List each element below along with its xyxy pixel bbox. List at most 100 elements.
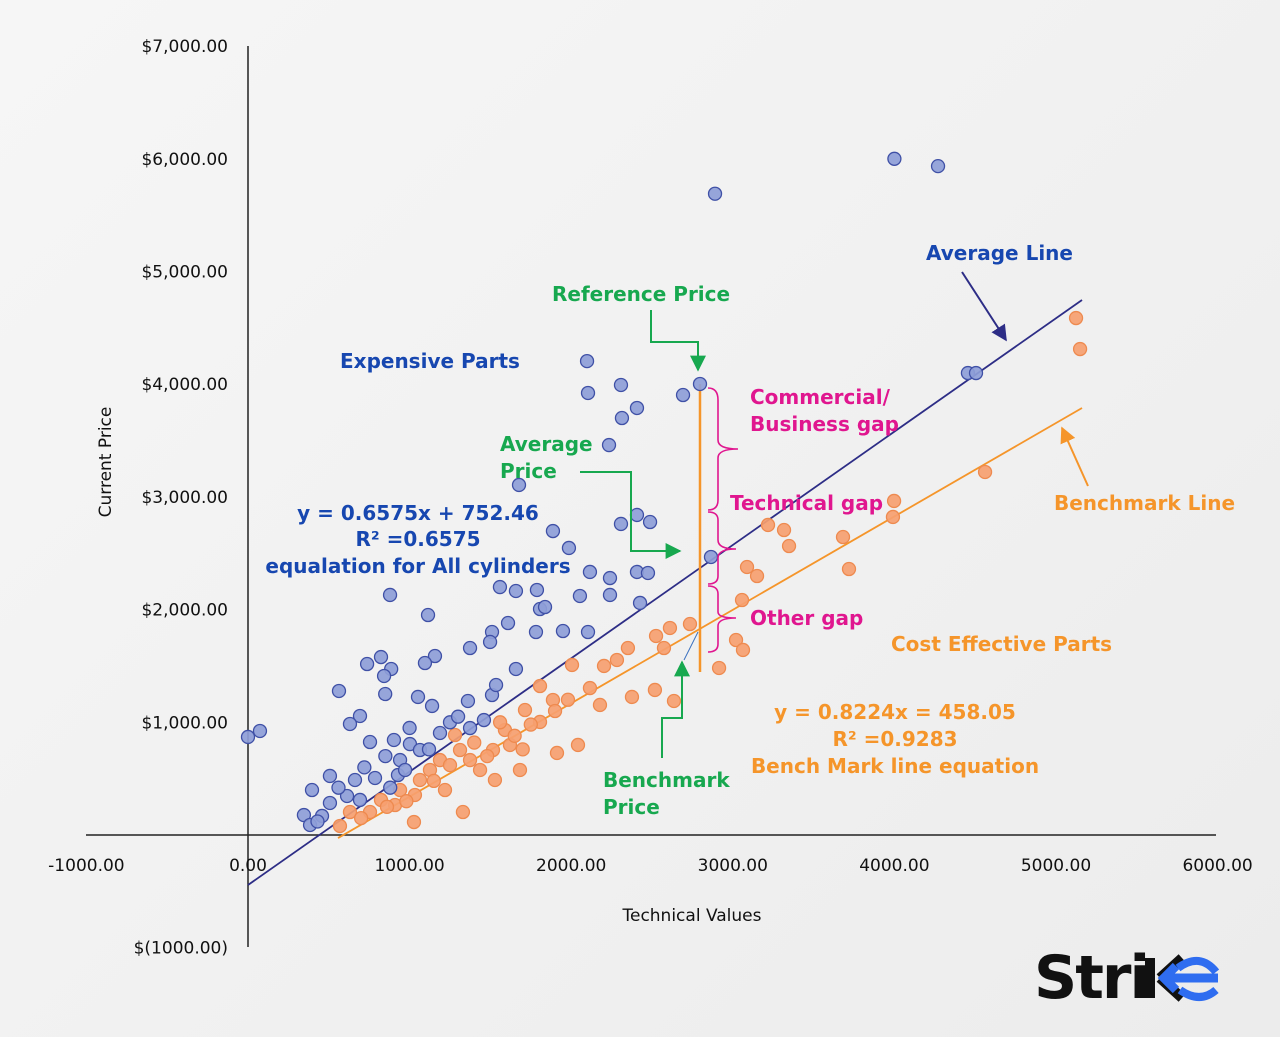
expensive-part-point (511, 477, 527, 493)
cost-effective-part-point (734, 592, 750, 608)
expensive-part-point (331, 780, 346, 795)
label-technical-gap: Technical gap (730, 491, 883, 515)
expensive-part-point (342, 716, 358, 732)
cost-effective-part-point (656, 640, 672, 656)
expensive-part-point (376, 668, 392, 684)
benchmark-line (337, 407, 1083, 839)
cost-effective-part-point (682, 616, 698, 632)
benchmark-price-pointer (683, 631, 699, 661)
cost-effective-part-point (517, 702, 533, 718)
y-tick-label: $1,000.00 (141, 713, 228, 733)
expensive-part-point (252, 723, 268, 739)
cost-effective-part-point (728, 632, 744, 648)
avg-equation-3: equalation for All cylinders (265, 554, 570, 578)
expensive-part-point (304, 782, 320, 798)
expensive-part-point (500, 615, 516, 631)
expensive-part-point (420, 607, 436, 623)
cost-effective-part-point (735, 642, 751, 658)
expensive-part-point (460, 693, 476, 709)
expensive-part-point (580, 624, 596, 640)
expensive-part-point (386, 732, 402, 748)
cost-effective-part-point (1068, 310, 1084, 326)
cost-effective-part-point (841, 561, 857, 577)
cost-effective-part-point (666, 693, 682, 709)
expensive-part-point (555, 623, 571, 639)
expensive-part-point (462, 640, 478, 656)
cost-effective-part-point (760, 517, 776, 533)
y-tick-label: $2,000.00 (141, 601, 228, 621)
expensive-part-point (930, 158, 946, 174)
label-benchmark-price-1: Benchmark (603, 768, 730, 792)
cost-effective-part-point (452, 742, 468, 758)
cost-effective-part-point (406, 814, 422, 830)
y-tick-label: $3,000.00 (141, 488, 228, 508)
expensive-part-point (579, 353, 595, 369)
average-price-arrow (580, 471, 682, 559)
expensive-part-point (476, 712, 492, 728)
cost-effective-part-point (609, 652, 625, 668)
bench-equation-2: R² =0.9283 (832, 727, 957, 751)
cost-effective-part-point (564, 657, 580, 673)
expensive-part-point (378, 686, 393, 702)
label-average-price-1: Average (500, 432, 593, 456)
benchmark-line-arrow (1060, 426, 1089, 487)
cost-effective-part-point (596, 658, 612, 674)
cost-effective-part-point (776, 522, 792, 538)
cost-effective-part-point (647, 682, 663, 698)
cost-effective-part-point (547, 703, 563, 719)
expensive-part-point (613, 516, 629, 532)
cost-effective-part-point (781, 538, 797, 554)
bench-equation-1: y = 0.8224x = 458.05 (774, 700, 1016, 724)
cost-effective-part-point (399, 794, 414, 809)
cost-effective-part-point (711, 660, 727, 676)
expensive-part-point (675, 387, 691, 403)
cost-effective-part-point (492, 715, 508, 730)
cost-effective-part-point (447, 727, 463, 743)
expensive-part-point (968, 365, 984, 381)
label-commercial-gap-2: Business gap (750, 412, 899, 436)
expensive-part-point (427, 648, 443, 664)
cost-effective-part-point (455, 804, 471, 820)
x-tick-label: 4000.00 (859, 856, 929, 876)
expensive-part-point (629, 507, 645, 523)
avg-equation-2: R² =0.6575 (355, 527, 480, 551)
expensive-part-point (529, 582, 545, 598)
x-tick-label: 0.00 (229, 856, 267, 876)
cost-effective-part-point (426, 773, 441, 789)
avg-equation-1: y = 0.6575x + 752.46 (297, 501, 539, 525)
expensive-part-point (508, 583, 524, 599)
expensive-part-point (602, 587, 618, 603)
cost-effective-part-point (886, 493, 902, 509)
expensive-part-point (424, 698, 440, 714)
cost-effective-part-point (977, 464, 993, 480)
label-reference-price: Reference Price (552, 282, 730, 306)
cost-effective-part-point (523, 717, 538, 732)
expensive-part-point (410, 689, 426, 705)
x-tick-label: 3000.00 (698, 856, 768, 876)
cost-effective-part-point (462, 752, 478, 768)
cost-effective-part-point (467, 735, 482, 750)
strike-logo: Stri (1034, 943, 1220, 1013)
expensive-part-point (373, 649, 389, 665)
expensive-part-point (572, 588, 588, 604)
label-average-price-2: Price (500, 459, 557, 483)
expensive-part-point (352, 792, 368, 808)
cost-effective-part-point (570, 737, 586, 753)
expensive-part-point (640, 565, 656, 581)
x-axis-label: Technical Values (621, 906, 761, 926)
y-tick-label: $(1000.00) (134, 939, 228, 959)
cost-effective-part-point (648, 628, 664, 644)
expensive-part-point (432, 725, 448, 741)
expensive-part-point (240, 729, 256, 745)
expensive-part-point (614, 410, 630, 426)
cost-effective-part-point (472, 762, 488, 778)
expensive-part-point (629, 400, 645, 416)
expensive-part-point (382, 587, 398, 603)
cost-effective-part-point (487, 772, 503, 788)
expensive-part-point (488, 677, 504, 693)
commercial-gap-brace (707, 387, 739, 511)
reference-price-arrow (650, 310, 706, 372)
label-expensive-parts: Expensive Parts (340, 349, 520, 373)
expensive-part-point (602, 570, 618, 586)
